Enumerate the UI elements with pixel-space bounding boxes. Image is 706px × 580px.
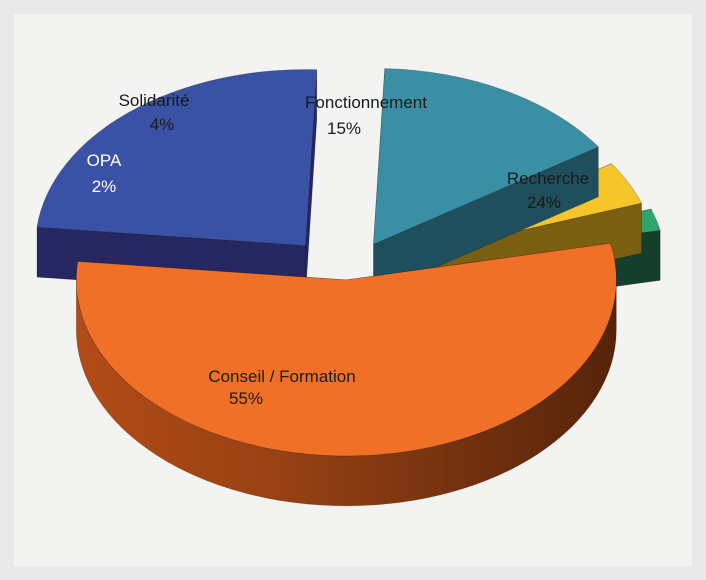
slice-label-solidarite: Solidarité <box>119 91 190 110</box>
chart-panel: Conseil / Formation 55% Recherche 24% Fo… <box>14 14 692 566</box>
slice-value-solidarite: 4% <box>150 115 175 134</box>
pie-slice-conseil-formation <box>76 242 617 507</box>
slice-value-opa: 2% <box>92 177 117 196</box>
slice-label-recherche: Recherche <box>507 169 589 188</box>
pie-slice-top <box>76 242 617 457</box>
pie-slice-top <box>36 69 318 246</box>
slice-value-fonctionnement: 15% <box>327 119 361 138</box>
pie-slice-fonctionnement <box>373 68 599 295</box>
pie-slice-top <box>373 68 599 245</box>
slice-label-opa: OPA <box>87 151 122 170</box>
slice-label-fonctionnement: Fonctionnement <box>305 93 427 112</box>
slice-value-conseil-formation: 55% <box>229 389 263 408</box>
slice-label-conseil-formation: Conseil / Formation <box>208 367 355 386</box>
slice-value-recherche: 24% <box>527 193 561 212</box>
pie-chart: Conseil / Formation 55% Recherche 24% Fo… <box>36 68 661 507</box>
